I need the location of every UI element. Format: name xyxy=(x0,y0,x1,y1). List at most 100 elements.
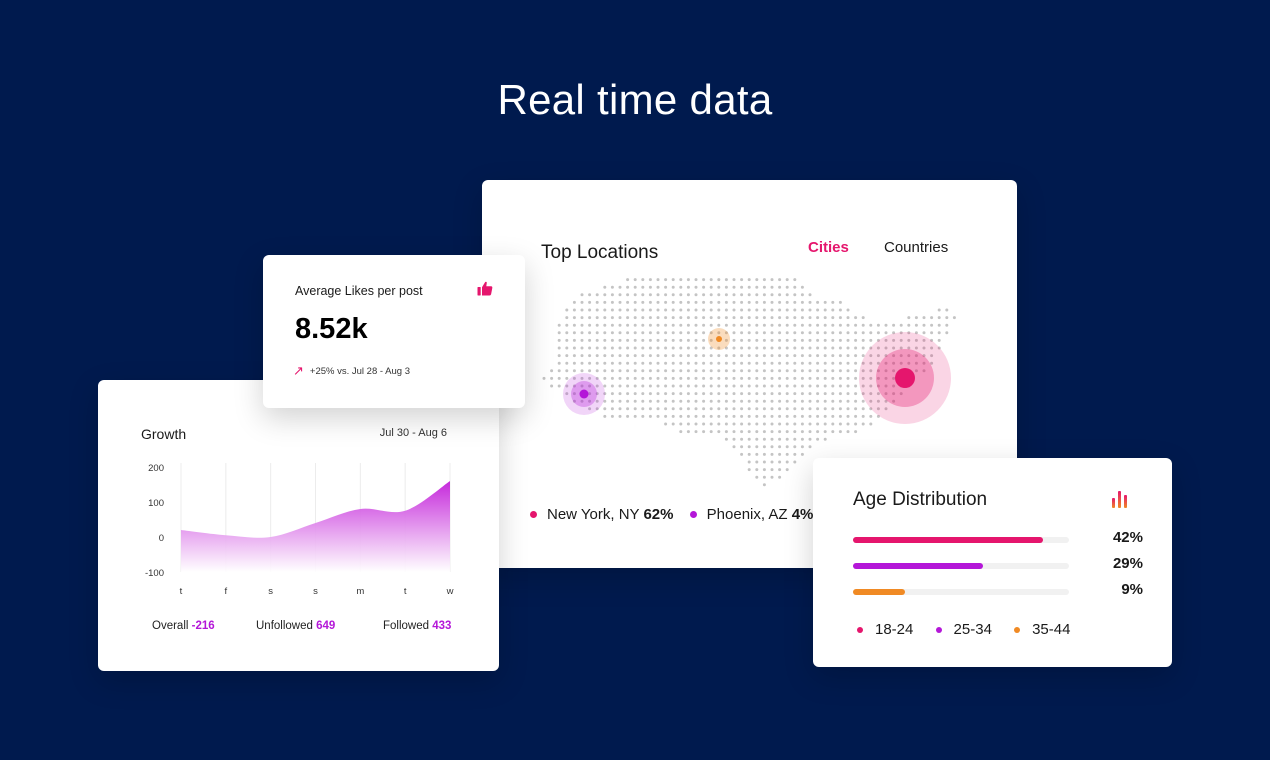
map-dot xyxy=(694,323,698,327)
map-dot xyxy=(785,300,789,304)
map-dot xyxy=(679,422,683,426)
age-bar-track xyxy=(853,563,1069,569)
map-dot xyxy=(785,361,789,365)
map-dot xyxy=(709,308,713,312)
tab-cities[interactable]: Cities xyxy=(808,239,849,256)
map-dot xyxy=(869,422,873,426)
map-dot xyxy=(892,361,896,365)
map-dot xyxy=(679,384,683,388)
map-dot xyxy=(785,460,789,464)
map-dot xyxy=(618,331,622,335)
map-dot xyxy=(869,369,873,373)
map-dot xyxy=(702,361,706,365)
map-dot xyxy=(755,293,759,297)
map-dot xyxy=(610,354,614,358)
map-dot xyxy=(740,293,744,297)
map-dot xyxy=(747,414,751,418)
map-dot xyxy=(793,376,797,380)
map-dot xyxy=(679,346,683,350)
map-dot xyxy=(892,392,896,396)
map-dot xyxy=(648,285,652,289)
map-dot xyxy=(747,338,751,342)
map-dot xyxy=(778,300,782,304)
map-dot xyxy=(588,338,592,342)
map-dot xyxy=(732,414,736,418)
map-dot xyxy=(671,422,675,426)
map-dot xyxy=(717,369,721,373)
map-dot xyxy=(702,376,706,380)
map-dot xyxy=(618,323,622,327)
map-dot xyxy=(709,384,713,388)
map-dots xyxy=(542,278,956,487)
map-dot xyxy=(664,399,668,403)
map-dot xyxy=(588,316,592,320)
map-dot xyxy=(838,308,842,312)
map-dot xyxy=(656,323,660,327)
map-dot xyxy=(557,384,561,388)
map-dot xyxy=(762,483,766,487)
map-dot xyxy=(869,407,873,411)
map-dot xyxy=(702,338,706,342)
map-dot xyxy=(770,323,774,327)
map-dot xyxy=(793,278,797,282)
map-dot xyxy=(633,407,637,411)
map-dot xyxy=(838,422,842,426)
new-york-dot xyxy=(895,368,915,388)
map-dot xyxy=(648,392,652,396)
map-dot xyxy=(930,338,934,342)
map-dot xyxy=(679,316,683,320)
map-dot xyxy=(724,369,728,373)
map-dot xyxy=(755,300,759,304)
map-dot xyxy=(656,316,660,320)
map-dot xyxy=(648,361,652,365)
map-dot xyxy=(565,308,569,312)
map-dot xyxy=(778,437,782,441)
map-dot xyxy=(595,354,599,358)
map-dot xyxy=(679,338,683,342)
map-dot xyxy=(747,323,751,327)
map-dot xyxy=(671,300,675,304)
map-dot xyxy=(755,361,759,365)
map-dot xyxy=(785,323,789,327)
map-dot xyxy=(580,308,584,312)
map-dot xyxy=(876,369,880,373)
x-tick-label: t xyxy=(404,586,407,597)
age-bar-fill xyxy=(853,563,983,569)
map-dot xyxy=(854,316,858,320)
map-dot xyxy=(854,369,858,373)
map-dot xyxy=(785,445,789,449)
map-dot xyxy=(800,308,804,312)
map-dot xyxy=(778,414,782,418)
map-dot xyxy=(740,323,744,327)
legend-item-phoenix: Phoenix, AZ 4% xyxy=(689,506,813,523)
map-dot xyxy=(648,278,652,282)
map-dot xyxy=(831,338,835,342)
map-dot xyxy=(831,422,835,426)
map-dot xyxy=(633,308,637,312)
map-dot xyxy=(648,300,652,304)
map-dot xyxy=(580,361,584,365)
average-likes-card: Average Likes per post 8.52k ↗ +25% vs. J… xyxy=(263,255,525,408)
map-dot xyxy=(861,392,865,396)
map-dot xyxy=(800,392,804,396)
map-dot xyxy=(800,414,804,418)
y-tick-label: 0 xyxy=(159,533,164,544)
map-dot xyxy=(778,445,782,449)
map-dot xyxy=(572,399,576,403)
map-dot xyxy=(770,331,774,335)
map-dot xyxy=(755,331,759,335)
map-dot xyxy=(626,285,630,289)
map-dot xyxy=(854,354,858,358)
map-dot xyxy=(641,346,645,350)
map-dot xyxy=(785,369,789,373)
map-dot xyxy=(808,369,812,373)
map-dot xyxy=(717,399,721,403)
map-dot xyxy=(793,445,797,449)
map-dot xyxy=(755,392,759,396)
map-dot xyxy=(816,437,820,441)
map-dot xyxy=(838,323,842,327)
tab-countries[interactable]: Countries xyxy=(884,239,949,256)
map-dot xyxy=(648,323,652,327)
midwest-marker xyxy=(708,328,730,350)
map-dot xyxy=(800,384,804,388)
